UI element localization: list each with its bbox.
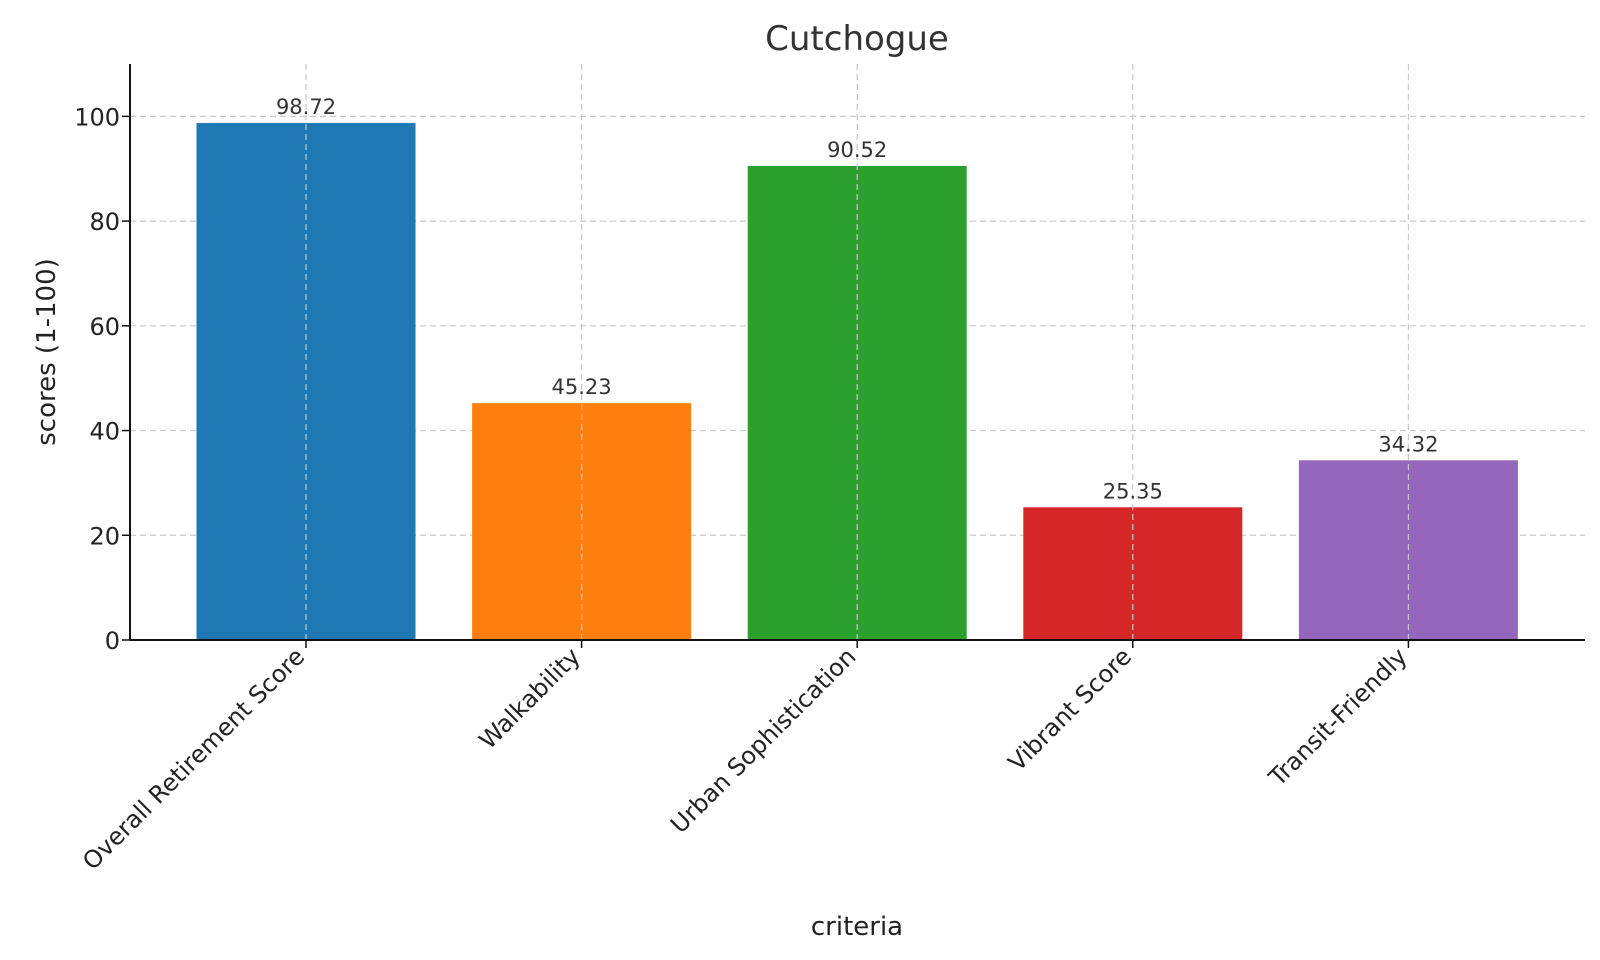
bar-layer <box>196 123 1518 641</box>
chart-title: Cutchogue <box>765 19 949 59</box>
y-tick-label: 80 <box>89 208 120 236</box>
bar <box>1298 460 1518 640</box>
bar-value-label: 98.72 <box>276 95 336 119</box>
y-tick-label: 40 <box>89 418 120 446</box>
x-tick-label: Urban Sophistication <box>665 642 861 838</box>
axis-layer <box>122 64 1585 648</box>
x-tick-label: Overall Retirement Score <box>77 642 310 875</box>
x-tick-label: Transit-Friendly <box>1263 642 1413 792</box>
y-tick-label: 20 <box>89 522 120 550</box>
bar-value-label: 34.32 <box>1378 432 1438 456</box>
y-tick-label: 100 <box>74 103 120 131</box>
x-tick-label: Vibrant Score <box>1003 642 1137 776</box>
y-tick-label: 0 <box>105 627 120 655</box>
x-grid-layer <box>305 64 1410 640</box>
bar-value-label: 90.52 <box>827 138 887 162</box>
bar <box>472 403 692 640</box>
y-axis-title: scores (1-100) <box>32 258 62 446</box>
bar <box>196 123 416 641</box>
x-tick-label: Walkability <box>474 642 586 754</box>
bar-value-label: 45.23 <box>552 375 612 399</box>
bar-value-label: 25.35 <box>1103 479 1163 503</box>
y-tick-label: 60 <box>89 313 120 341</box>
x-axis-title: criteria <box>811 912 903 942</box>
